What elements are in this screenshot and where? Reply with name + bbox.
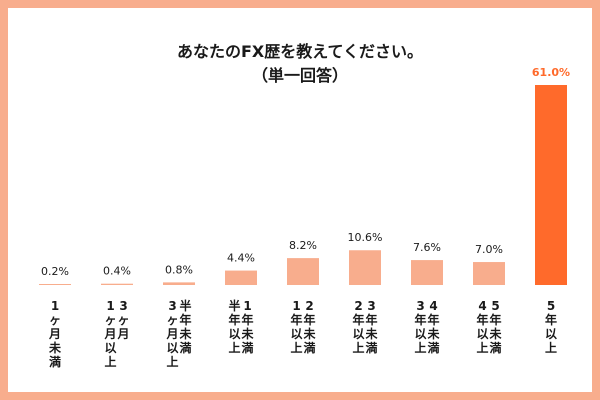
category-label-char: 年	[241, 312, 253, 327]
bar-6	[349, 250, 381, 285]
category-label-char: 4	[429, 299, 437, 313]
category-label-char: 満	[179, 340, 191, 355]
category-label-char: 1	[243, 299, 251, 313]
bar-7	[411, 260, 443, 285]
category-label-char: 年	[545, 312, 557, 327]
bar-3	[163, 282, 195, 285]
data-label-8: 7.0%	[475, 243, 503, 256]
category-label-char: 年	[489, 312, 501, 327]
category-label-char: 5	[491, 299, 499, 313]
category-label-char: 半	[179, 298, 191, 313]
category-label-char: 以	[228, 327, 240, 341]
category-label-char: 満	[365, 340, 377, 355]
category-label-char: 年	[414, 312, 426, 327]
category-label-char: 年	[290, 312, 302, 327]
category-label-char: 満	[49, 354, 61, 369]
category-label-char: 3	[416, 299, 424, 313]
category-label-char: 3	[119, 299, 127, 313]
category-label-char: 以	[352, 327, 364, 341]
category-label-char: 1	[292, 299, 300, 313]
bar-8	[473, 262, 505, 285]
category-label-char: 未	[364, 326, 377, 341]
bar-4	[225, 270, 257, 285]
category-label-char: 上	[290, 340, 302, 355]
data-label-3: 0.8%	[165, 263, 193, 276]
data-label-2: 0.4%	[103, 265, 131, 278]
data-label-9: 61.0%	[532, 66, 570, 79]
category-label-char: 上	[352, 340, 364, 355]
category-label-char: 年	[365, 312, 377, 327]
category-label-char: 上	[476, 340, 488, 355]
category-label-char: 以	[414, 327, 426, 341]
category-label-char: 満	[489, 340, 501, 355]
category-label-char: 以	[476, 327, 488, 341]
category-label-char: 未	[240, 326, 253, 341]
category-label-char: 半	[228, 298, 240, 313]
category-label-char: 以	[545, 327, 557, 341]
chart-title: あなたのFX歴を教えてください。	[177, 42, 423, 61]
data-label-5: 8.2%	[289, 239, 317, 252]
category-label-char: 上	[166, 354, 178, 369]
data-label-1: 0.2%	[41, 265, 69, 278]
category-label-char: 年	[427, 312, 439, 327]
bar-5	[287, 258, 319, 285]
category-label-char: ヶ	[49, 313, 61, 327]
category-label-char: 月	[103, 327, 116, 341]
category-label-char: 上	[104, 354, 116, 369]
category-label-char: 満	[303, 340, 315, 355]
category-label-char: 未	[302, 326, 315, 341]
category-label-char: ヶ	[117, 313, 129, 327]
category-label-char: 年	[352, 312, 364, 327]
category-label-char: 未	[488, 326, 501, 341]
category-label-char: 上	[545, 340, 557, 355]
category-label-char: 未	[48, 340, 61, 355]
data-label-4: 4.4%	[227, 252, 255, 265]
category-label-char: 上	[414, 340, 426, 355]
category-label-char: 未	[178, 326, 191, 341]
bar-2	[101, 283, 133, 285]
category-label-char: 年	[476, 312, 488, 327]
category-label-char: ヶ	[166, 313, 178, 327]
category-label-char: 1	[51, 299, 59, 313]
category-label-char: 満	[241, 340, 253, 355]
category-label-char: 未	[426, 326, 439, 341]
category-label-char: 月	[116, 327, 129, 341]
category-label-char: 年	[179, 312, 191, 327]
data-label-6: 10.6%	[348, 231, 383, 244]
chart-subtitle: （単一回答）	[251, 66, 348, 85]
category-label-char: 3	[367, 299, 375, 313]
category-label-char: 2	[305, 299, 313, 313]
category-label-char: 年	[228, 312, 240, 327]
category-label-char: 4	[478, 299, 486, 313]
category-label-char: 月	[165, 327, 178, 341]
category-label-char: 以	[166, 341, 178, 355]
chart-card: あなたのFX歴を教えてください。 （単一回答） 0.2% 1 ヶ月未満 0.4% 3 ヶ月…	[8, 8, 592, 392]
category-label-char: 上	[228, 340, 240, 355]
category-label-char: 以	[290, 327, 302, 341]
category-label-char: 月	[48, 327, 61, 341]
category-label-char: ヶ	[104, 313, 116, 327]
category-label-char: 満	[427, 340, 439, 355]
category-label-char: 年	[303, 312, 315, 327]
category-label-char: 1	[106, 299, 114, 313]
bar-chart: 0.2%1ヶ月未満0.4%3ヶ月1ヶ月以上0.8%半年未満3ヶ月以上4.4%1年…	[39, 66, 570, 369]
category-label-char: 2	[354, 299, 362, 313]
category-label-char: 3	[168, 299, 176, 313]
category-label-char: 5	[547, 299, 555, 313]
data-label-7: 7.6%	[413, 241, 441, 254]
category-label-char: 以	[104, 341, 116, 355]
bar-1	[39, 284, 71, 285]
bar-9	[535, 85, 567, 285]
